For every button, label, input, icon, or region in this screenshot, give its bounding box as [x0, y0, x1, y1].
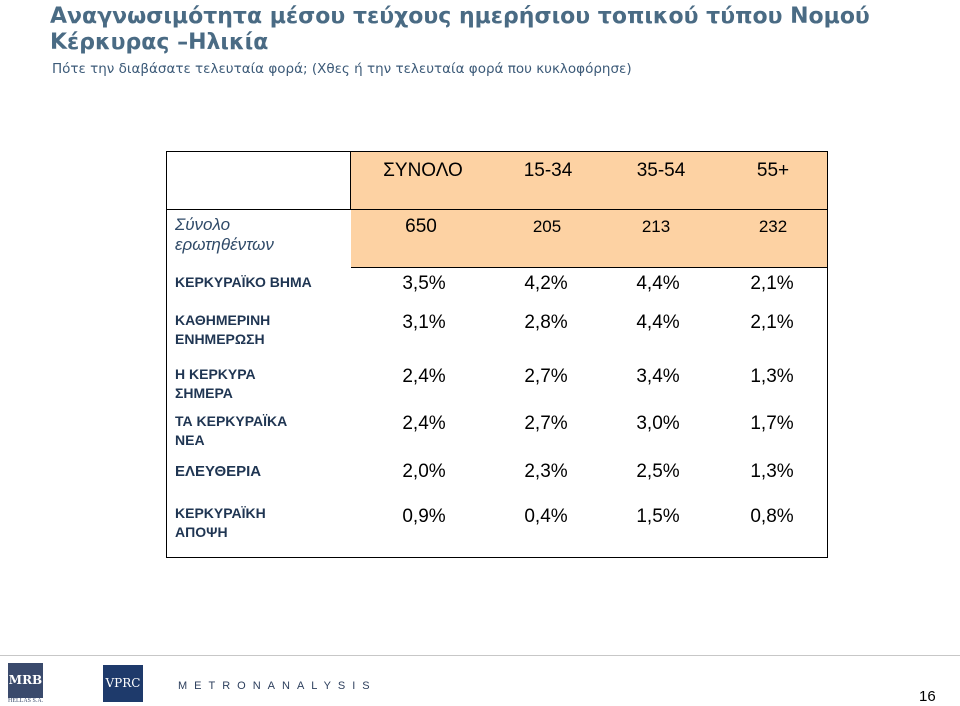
column-header: ΣΥΝΟΛΟ — [383, 160, 463, 181]
table-cell: 2,7% — [524, 366, 568, 387]
table-cell: 2,1% — [750, 273, 794, 294]
table-cell: 3,5% — [402, 273, 446, 294]
table-cell: 1,3% — [750, 366, 794, 387]
table-cell: 2,3% — [524, 461, 568, 482]
respondents-label: Σύνολο ερωτηθέντων — [175, 215, 274, 255]
row-label-line: ΚΕΡΚΥΡΑΪΚΗ — [175, 505, 266, 521]
row-label-line: ΚΑΘΗΜΕΡΙΝΗ — [175, 312, 271, 328]
table-cell: 1,7% — [750, 413, 794, 434]
row-label-line: ΚΕΡΚΥΡΑΪΚΟ ΒΗΜΑ — [175, 274, 312, 290]
vprc-logo: VPRC — [103, 665, 143, 702]
respondents-label-line: ερωτηθέντων — [175, 235, 274, 254]
page-number: 16 — [919, 688, 936, 705]
table-cell: 3,0% — [636, 413, 680, 434]
row-label-line: ΑΠΟΨΗ — [175, 524, 228, 540]
mrb-logo: MRB — [8, 663, 43, 698]
metron-analysis-logo: METRONANALYSIS — [178, 680, 377, 692]
row-label-line: ΕΝΗΜΕΡΩΣΗ — [175, 331, 265, 347]
table-cell: 2,5% — [636, 461, 680, 482]
table-cell: 0,4% — [524, 506, 568, 527]
mrb-logo-subtitle: HELLAS S.A. — [8, 698, 44, 704]
table-cell: 3,4% — [636, 366, 680, 387]
table-cell: 0,9% — [402, 506, 446, 527]
row-label-line: ΝΕΑ — [175, 432, 205, 448]
footer-divider — [0, 655, 960, 656]
table-cell: 2,1% — [750, 312, 794, 333]
slide-title-line2: Κέρκυρας –Ηλικία — [50, 30, 269, 55]
respondents-value: 232 — [758, 217, 788, 236]
table-cell: 2,8% — [524, 312, 568, 333]
respondents-value: 213 — [641, 217, 671, 236]
respondents-label-line: Σύνολο — [175, 215, 231, 234]
table-cell: 1,5% — [636, 506, 680, 527]
row-label-line: ΣΗΜΕΡΑ — [175, 385, 233, 401]
row-label: ΤΑ ΚΕΡΚΥΡΑΪΚΑ ΝΕΑ — [175, 412, 287, 450]
table-cell: 2,7% — [524, 413, 568, 434]
column-header: 55+ — [756, 160, 790, 181]
row-label-line: ΤΑ ΚΕΡΚΥΡΑΪΚΑ — [175, 413, 288, 429]
row-label: Η ΚΕΡΚΥΡΑ ΣΗΜΕΡΑ — [175, 365, 256, 403]
table-cell: 1,3% — [750, 461, 794, 482]
slide-subtitle: Πότε την διαβάσατε τελευταία φορά; (Χθες… — [52, 61, 632, 77]
table-cell: 4,2% — [524, 273, 568, 294]
table-cell: 3,1% — [402, 312, 446, 333]
table-header-band — [351, 152, 827, 268]
respondents-total: 650 — [405, 216, 437, 237]
column-header: 35-54 — [636, 160, 686, 181]
row-label: ΚΕΡΚΥΡΑΪΚΟ ΒΗΜΑ — [175, 273, 312, 292]
table-cell: 2,0% — [402, 461, 446, 482]
table-cell: 4,4% — [636, 312, 680, 333]
row-label-line: Η ΚΕΡΚΥΡΑ — [175, 366, 256, 382]
row-label-line: ΕΛΕΥΘΕΡΙΑ — [175, 463, 262, 480]
table-cell: 4,4% — [636, 273, 680, 294]
slide-title-line1: Αναγνωσιμότητα μέσου τεύχους ημερήσιου τ… — [50, 4, 870, 29]
row-label: ΚΑΘΗΜΕΡΙΝΗ ΕΝΗΜΕΡΩΣΗ — [175, 311, 270, 349]
readership-table: ΣΥΝΟΛΟ 15-34 35-54 55+ Σύνολο ερωτηθέντω… — [166, 151, 828, 558]
table-cell: 0,8% — [750, 506, 794, 527]
header-divider — [351, 209, 827, 210]
respondents-value: 205 — [532, 217, 562, 236]
row-label: ΕΛΕΥΘΕΡΙΑ — [175, 462, 261, 481]
row-label: ΚΕΡΚΥΡΑΪΚΗ ΑΠΟΨΗ — [175, 504, 266, 542]
column-header: 15-34 — [523, 160, 573, 181]
slide-title: Αναγνωσιμότητα μέσου τεύχους ημερήσιου τ… — [50, 4, 955, 56]
table-corner-cell — [167, 152, 351, 210]
table-cell: 2,4% — [402, 413, 446, 434]
table-cell: 2,4% — [402, 366, 446, 387]
